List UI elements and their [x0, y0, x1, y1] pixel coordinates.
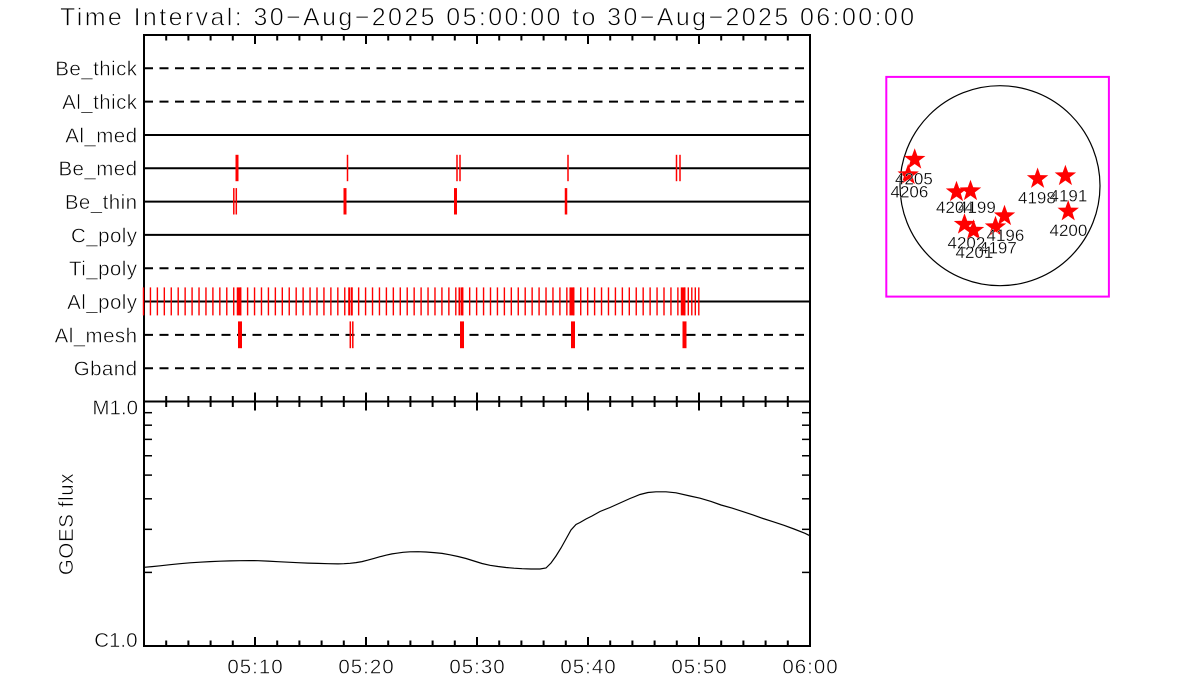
- svg-text:GOES flux: GOES flux: [55, 473, 78, 575]
- svg-text:Al_thick: Al_thick: [62, 91, 138, 114]
- svg-text:Gband: Gband: [74, 358, 138, 381]
- svg-text:Ti_poly: Ti_poly: [69, 258, 138, 281]
- svg-text:4197: 4197: [979, 239, 1017, 258]
- svg-text:05:30: 05:30: [449, 656, 505, 679]
- svg-text:Al_poly: Al_poly: [67, 291, 138, 314]
- svg-text:4198: 4198: [1018, 189, 1056, 208]
- svg-text:4205: 4205: [895, 170, 933, 189]
- svg-text:4199: 4199: [958, 198, 996, 217]
- svg-text:4200: 4200: [1050, 221, 1088, 240]
- svg-text:4206: 4206: [891, 183, 929, 202]
- svg-text:C_poly: C_poly: [71, 224, 138, 247]
- svg-text:4191: 4191: [1050, 187, 1088, 206]
- svg-text:Al_mesh: Al_mesh: [55, 324, 138, 347]
- svg-text:Al_med: Al_med: [65, 124, 137, 147]
- svg-text:05:10: 05:10: [227, 656, 283, 679]
- svg-text:4196: 4196: [987, 226, 1025, 245]
- svg-text:C1.0: C1.0: [94, 629, 137, 652]
- svg-text:4201: 4201: [956, 243, 994, 262]
- svg-text:4204: 4204: [936, 198, 974, 217]
- svg-text:05:50: 05:50: [671, 656, 727, 679]
- svg-text:05:40: 05:40: [560, 656, 616, 679]
- svg-text:Be_med: Be_med: [58, 158, 137, 181]
- svg-text:Be_thick: Be_thick: [55, 58, 138, 81]
- svg-text:M1.0: M1.0: [92, 397, 138, 420]
- svg-text:Be_thin: Be_thin: [65, 191, 138, 214]
- svg-text:06:00: 06:00: [782, 656, 838, 679]
- svg-text:Time Interval: 30−Aug−2025 05:: Time Interval: 30−Aug−2025 05:00:00 to 3…: [60, 4, 917, 32]
- svg-text:4202: 4202: [948, 234, 986, 253]
- svg-text:05:20: 05:20: [338, 656, 394, 679]
